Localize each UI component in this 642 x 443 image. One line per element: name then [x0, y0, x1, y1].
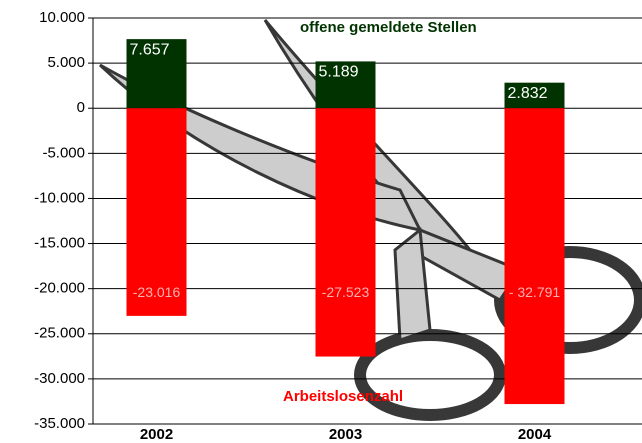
y-tick-label: -5.000: [42, 144, 85, 161]
x-tick-label: 2003: [329, 426, 362, 443]
y-tick-label: 0: [77, 99, 85, 116]
value-label: -23.016: [133, 284, 181, 300]
y-tick-label: -15.000: [34, 235, 85, 252]
y-tick-label: -20.000: [34, 280, 85, 297]
bar: [126, 108, 187, 316]
series-label: Arbeitslosenzahl: [283, 388, 403, 405]
x-tick-label: 2004: [518, 426, 552, 443]
y-tick-label: -30.000: [34, 370, 85, 387]
x-tick-label: 2002: [140, 426, 173, 443]
y-tick-label: -10.000: [34, 189, 85, 206]
bar: [126, 39, 187, 109]
value-label: 2.832: [508, 85, 548, 102]
bar: [504, 82, 565, 109]
bar: [315, 61, 376, 109]
value-label: 7.657: [130, 41, 170, 58]
value-label: 5.189: [319, 64, 359, 81]
bar: [315, 108, 376, 357]
series-label: offene gemeldete Stellen: [300, 19, 477, 36]
value-label: - 32.791: [509, 284, 561, 300]
y-tick-label: 5.000: [47, 54, 85, 71]
y-tick-label: -35.000: [34, 415, 85, 432]
y-tick-label: 10.000: [39, 9, 85, 26]
bar: [504, 108, 565, 405]
value-label: -27.523: [322, 284, 370, 300]
y-tick-label: -25.000: [34, 325, 85, 342]
